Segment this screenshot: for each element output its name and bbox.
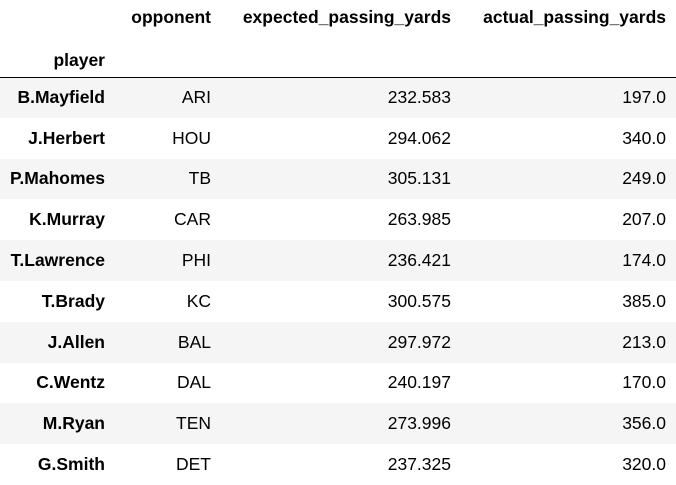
cell-actual-passing-yards: 170.0: [622, 372, 666, 393]
table-row: T.Brady KC 300.575 385.0: [0, 281, 676, 322]
cell-opponent: ARI: [181, 87, 211, 108]
cell-expected-passing-yards: 237.325: [387, 454, 451, 475]
row-player: J.Allen: [47, 331, 105, 352]
cell-expected-passing-yards: 273.996: [387, 413, 451, 434]
cell-actual-passing-yards: 340.0: [622, 127, 666, 148]
cell-expected-passing-yards: 300.575: [387, 290, 451, 311]
row-player: M.Ryan: [42, 413, 105, 434]
row-player: P.Mahomes: [10, 168, 105, 189]
row-player: B.Mayfield: [17, 87, 105, 108]
table-row: K.Murray CAR 263.985 207.0: [0, 199, 676, 240]
cell-actual-passing-yards: 174.0: [622, 250, 666, 271]
cell-actual-passing-yards: 207.0: [622, 209, 666, 230]
cell-expected-passing-yards: 240.197: [387, 372, 451, 393]
row-player: T.Brady: [41, 290, 105, 311]
cell-actual-passing-yards: 197.0: [622, 87, 666, 108]
cell-opponent: KC: [186, 290, 211, 311]
cell-expected-passing-yards: 297.972: [387, 331, 451, 352]
table-row: C.Wentz DAL 240.197 170.0: [0, 363, 676, 404]
cell-actual-passing-yards: 356.0: [622, 413, 666, 434]
row-player: J.Herbert: [28, 127, 105, 148]
cell-actual-passing-yards: 385.0: [622, 290, 666, 311]
cell-expected-passing-yards: 305.131: [387, 168, 451, 189]
row-player: G.Smith: [37, 454, 105, 475]
header-blank-cell: [0, 0, 115, 34]
cell-expected-passing-yards: 294.062: [387, 127, 451, 148]
table-row: T.Lawrence PHI 236.421 174.0: [0, 240, 676, 281]
index-name-header: player: [53, 49, 105, 70]
column-header-expected-passing-yards: expected_passing_yards: [242, 6, 451, 27]
cell-opponent: DAL: [176, 372, 211, 393]
column-header-row: opponent expected_passing_yards actual_p…: [0, 0, 676, 34]
cell-opponent: BAL: [177, 331, 211, 352]
table-row: G.Smith DET 237.325 320.0: [0, 444, 676, 485]
index-row-blank-cell: [221, 34, 461, 77]
cell-opponent: DET: [176, 454, 211, 475]
row-player: T.Lawrence: [10, 250, 105, 271]
cell-opponent: TB: [188, 168, 211, 189]
table-row: J.Allen BAL 297.972 213.0: [0, 321, 676, 363]
table-row: P.Mahomes TB 305.131 249.0: [0, 158, 676, 200]
row-player: K.Murray: [29, 209, 105, 230]
cell-actual-passing-yards: 320.0: [622, 454, 666, 475]
cell-expected-passing-yards: 232.583: [387, 87, 451, 108]
index-name-row: player: [0, 34, 676, 77]
cell-opponent: PHI: [181, 250, 211, 271]
table-row: B.Mayfield ARI 232.583 197.0: [0, 77, 676, 118]
cell-opponent: HOU: [172, 127, 211, 148]
row-player: C.Wentz: [36, 372, 105, 393]
cell-expected-passing-yards: 263.985: [387, 209, 451, 230]
cell-opponent: TEN: [176, 413, 211, 434]
cell-actual-passing-yards: 213.0: [622, 331, 666, 352]
index-row-blank-cell: [115, 34, 221, 77]
cell-actual-passing-yards: 249.0: [622, 168, 666, 189]
cell-opponent: CAR: [174, 209, 211, 230]
column-header-actual-passing-yards: actual_passing_yards: [483, 6, 666, 27]
column-header-opponent: opponent: [131, 6, 211, 27]
table-row: M.Ryan TEN 273.996 356.0: [0, 403, 676, 445]
index-row-blank-cell: [461, 34, 676, 77]
table-row: J.Herbert HOU 294.062 340.0: [0, 118, 676, 159]
cell-expected-passing-yards: 236.421: [387, 250, 451, 271]
